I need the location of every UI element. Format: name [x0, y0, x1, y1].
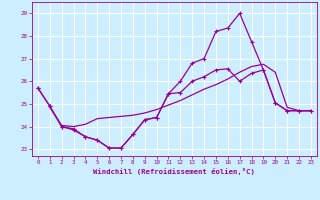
X-axis label: Windchill (Refroidissement éolien,°C): Windchill (Refroidissement éolien,°C) [93, 168, 255, 175]
